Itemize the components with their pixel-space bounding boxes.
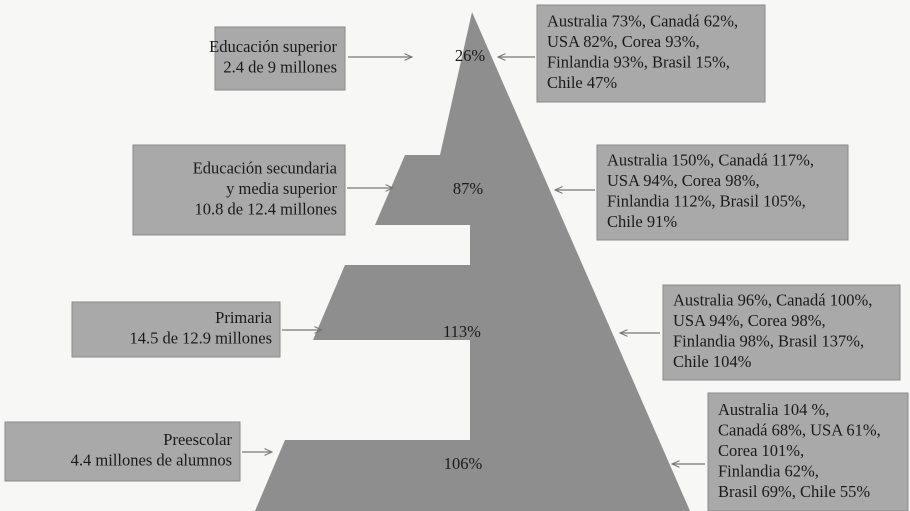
- comparison-text: Chile 104%: [673, 352, 752, 371]
- level-label: Preescolar: [163, 430, 232, 449]
- level-percent: 106%: [444, 454, 483, 473]
- comparison-text: Corea 101%,: [718, 441, 804, 460]
- level-percent: 26%: [455, 46, 486, 65]
- level-percent: 113%: [443, 322, 481, 341]
- level-label: Primaria: [215, 308, 272, 327]
- pyramid: [255, 12, 690, 511]
- comparison-text: Canadá 68%, USA 61%,: [718, 420, 881, 439]
- label-box: [132, 144, 346, 236]
- comparison-text: Finlandia 98%, Brasil 137%,: [673, 332, 864, 351]
- comparison-text: Chile 47%: [547, 73, 617, 92]
- comparison-text: Finlandia 112%, Brasil 105%,: [607, 192, 806, 211]
- comparison-text: Brasil 69%, Chile 55%: [718, 482, 870, 501]
- comparison-box: [662, 284, 901, 381]
- comparison-text: Finlandia 93%, Brasil 15%,: [547, 53, 730, 72]
- level-label: Educación superior: [209, 37, 337, 56]
- level-percent: 87%: [453, 179, 484, 198]
- level-label: 10.8 de 12.4 millones: [194, 199, 337, 218]
- comparison-text: USA 82%, Corea 93%,: [547, 32, 700, 51]
- comparison-text: Australia 73%, Canadá 62%,: [547, 12, 738, 31]
- level-label: 4.4 millones de alumnos: [71, 451, 232, 470]
- comparison-text: Australia 104 %,: [718, 400, 829, 419]
- label-box: [4, 421, 241, 482]
- level-label: 2.4 de 9 millones: [223, 58, 337, 77]
- comparison-text: Chile 91%: [607, 212, 677, 231]
- comparison-box: [536, 4, 766, 103]
- level-label: y media superior: [226, 179, 337, 198]
- level-label: Educación secundaria: [193, 158, 338, 177]
- comparison-box: [707, 392, 909, 511]
- comparison-text: Australia 96%, Canadá 100%,: [673, 291, 872, 310]
- comparison-text: Australia 150%, Canadá 117%,: [607, 151, 814, 170]
- comparison-text: USA 94%, Corea 98%,: [607, 171, 760, 190]
- comparison-box: [596, 144, 849, 241]
- comparison-text: Finlandia 62%,: [718, 461, 819, 480]
- level-label: 14.5 de 12.9 millones: [129, 329, 272, 348]
- comparison-text: USA 94%, Corea 98%,: [673, 311, 826, 330]
- label-box: [71, 301, 281, 358]
- label-box: [214, 26, 346, 91]
